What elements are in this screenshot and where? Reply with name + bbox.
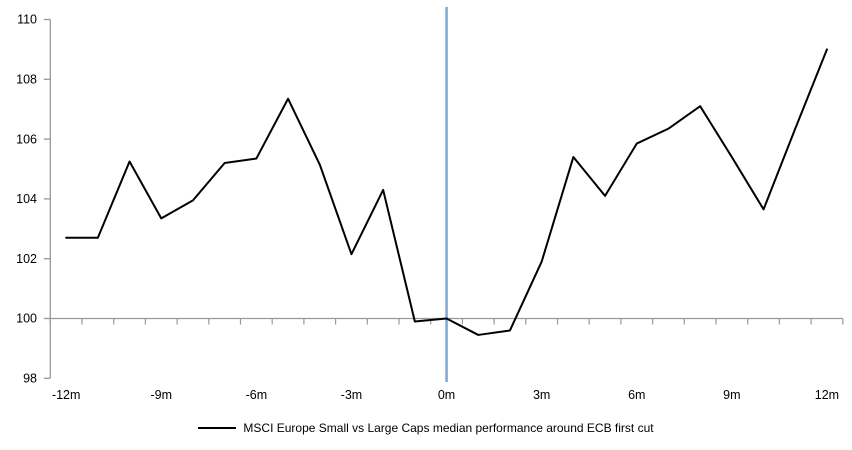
series-line-msci-small-vs-large xyxy=(65,48,828,336)
y-axis-tick-label: 100 xyxy=(16,312,37,326)
y-axis-tick-label: 104 xyxy=(16,192,37,206)
y-axis-tick-label: 106 xyxy=(16,132,37,146)
y-axis-tick-label: 98 xyxy=(23,372,37,386)
x-axis-tick-label: -3m xyxy=(341,388,363,402)
x-axis-tick-label: -12m xyxy=(52,388,80,402)
x-axis-tick-label: 9m xyxy=(723,388,740,402)
legend: MSCI Europe Small vs Large Caps median p… xyxy=(0,419,852,437)
x-axis-tick-label: -9m xyxy=(150,388,172,402)
x-axis-tick-label: 3m xyxy=(533,388,550,402)
x-axis-tick-label: 6m xyxy=(628,388,645,402)
y-axis-tick-label: 102 xyxy=(16,252,37,266)
y-axis-tick-label: 108 xyxy=(16,73,37,87)
x-axis-tick-label: 0m xyxy=(438,388,455,402)
legend-line-swatch xyxy=(198,427,237,429)
x-axis-tick-label: 12m xyxy=(815,388,839,402)
legend-series-label: MSCI Europe Small vs Large Caps median p… xyxy=(243,421,654,435)
y-axis-tick-label: 110 xyxy=(17,13,37,27)
x-axis-tick-label: -6m xyxy=(246,388,268,402)
